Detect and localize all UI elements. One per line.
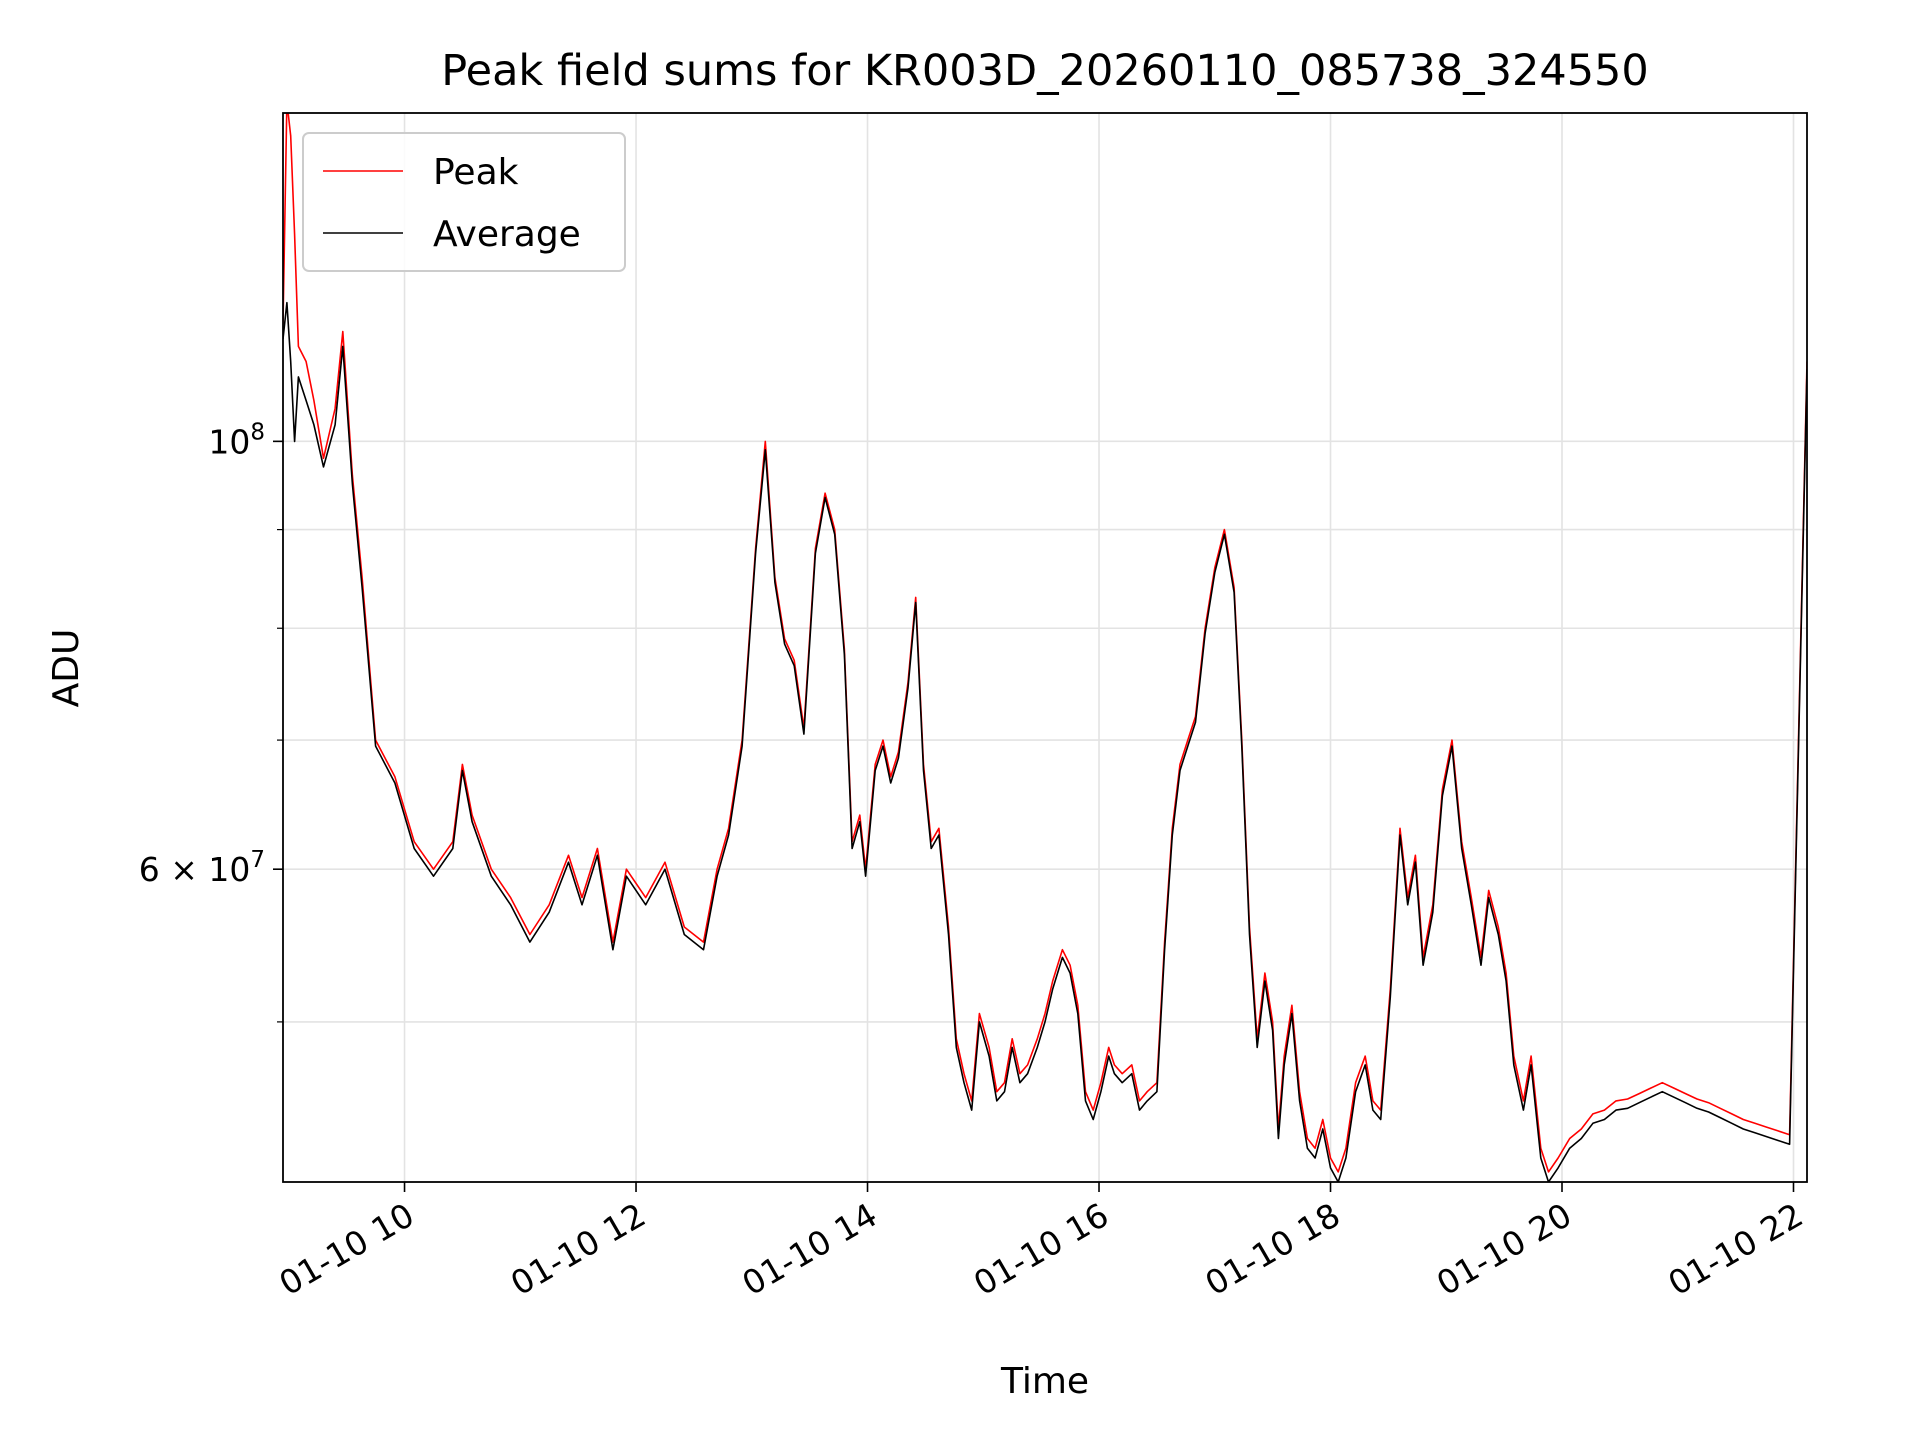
x-axis-label: Time	[1000, 1361, 1089, 1402]
series-lines	[283, 113, 1807, 1182]
y-axis-label: ADU	[46, 629, 87, 708]
y-tick-label-base: 10	[208, 422, 250, 461]
y-tick-label-exponent: 7	[250, 847, 265, 873]
series-line-average	[283, 301, 1807, 1182]
chart-title: Peak field sums for KR003D_20260110_0857…	[441, 46, 1649, 96]
legend-box	[302, 132, 626, 272]
y-tick-label: 108	[208, 419, 265, 461]
legend: Peak Average	[302, 132, 626, 272]
grid	[283, 113, 1807, 1182]
legend-label-peak: Peak	[433, 152, 519, 193]
legend-label-average: Average	[433, 214, 581, 255]
series-line-peak	[283, 113, 1807, 1173]
plot-frame	[282, 112, 1808, 1183]
y-tick-label: 6 × 107	[139, 847, 265, 889]
y-tick-label-exponent: 8	[250, 419, 265, 445]
y-tick-label-base: 6 × 10	[139, 850, 251, 889]
